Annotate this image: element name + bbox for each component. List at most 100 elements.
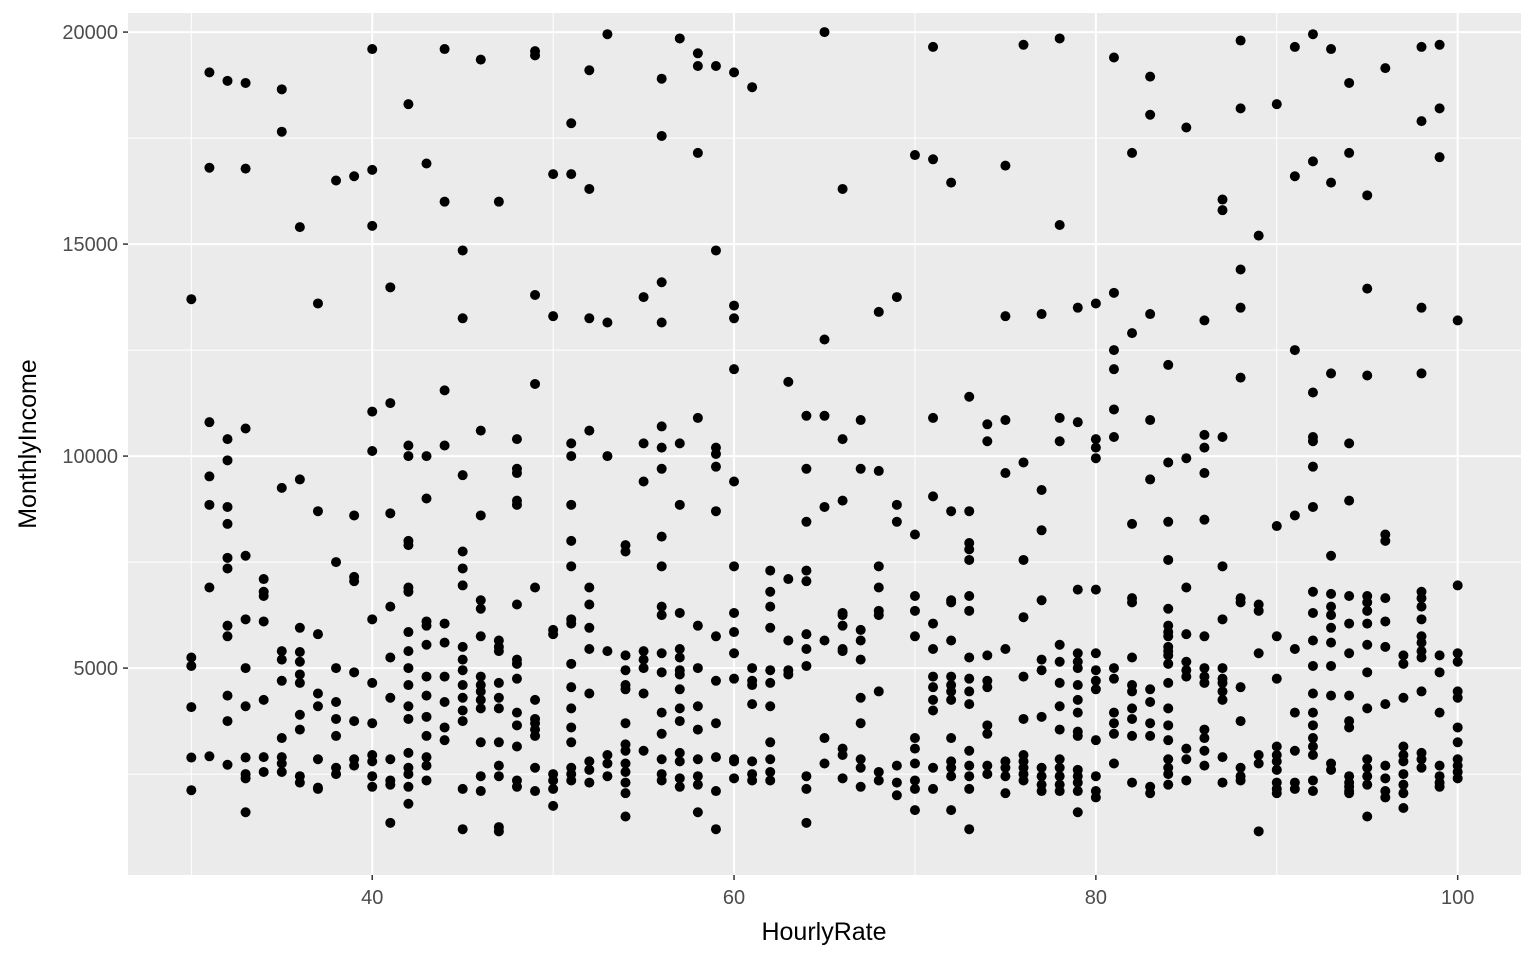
scatter-point <box>1235 775 1246 786</box>
scatter-point <box>1289 510 1300 521</box>
scatter-point <box>1362 667 1373 678</box>
scatter-point <box>1434 103 1445 114</box>
scatter-point <box>1434 667 1445 678</box>
scatter-point <box>294 646 305 657</box>
scatter-point <box>548 783 559 794</box>
scatter-point <box>1307 720 1318 731</box>
scatter-point <box>891 777 902 788</box>
scatter-point <box>1362 771 1373 782</box>
scatter-point <box>891 516 902 527</box>
scatter-point <box>909 783 920 794</box>
scatter-point <box>548 800 559 811</box>
scatter-point <box>1018 775 1029 786</box>
scatter-point <box>855 624 866 635</box>
scatter-point <box>331 663 342 674</box>
scatter-point <box>692 701 703 712</box>
scatter-point <box>421 760 432 771</box>
scatter-point <box>566 703 577 714</box>
scatter-point <box>1271 631 1282 642</box>
scatter-point <box>294 677 305 688</box>
scatter-point <box>1271 764 1282 775</box>
scatter-point <box>783 574 794 585</box>
scatter-point <box>909 605 920 616</box>
scatter-point <box>222 552 233 563</box>
scatter-point <box>276 766 287 777</box>
scatter-point <box>602 771 613 782</box>
scatter-point <box>801 516 812 527</box>
scatter-point <box>331 730 342 741</box>
scatter-point <box>801 410 812 421</box>
scatter-point <box>638 654 649 665</box>
scatter-point <box>819 733 830 744</box>
scatter-point <box>1289 644 1300 655</box>
scatter-point <box>620 777 631 788</box>
scatter-point <box>1307 786 1318 797</box>
scatter-point <box>692 620 703 631</box>
scatter-point <box>421 730 432 741</box>
scatter-point <box>783 635 794 646</box>
scatter-point <box>475 425 486 436</box>
scatter-point <box>674 669 685 680</box>
scatter-point <box>276 84 287 95</box>
scatter-point <box>1235 264 1246 275</box>
scatter-point <box>964 745 975 756</box>
scatter-point <box>1036 711 1047 722</box>
scatter-point <box>439 735 450 746</box>
scatter-point <box>765 775 776 786</box>
scatter-point <box>403 769 414 780</box>
scatter-point <box>710 786 721 797</box>
scatter-point <box>1018 671 1029 682</box>
scatter-point <box>222 690 233 701</box>
scatter-point <box>837 434 848 445</box>
scatter-point <box>692 807 703 818</box>
scatter-point <box>421 711 432 722</box>
scatter-point <box>1090 434 1101 445</box>
scatter-point <box>964 699 975 710</box>
scatter-point <box>964 686 975 697</box>
scatter-point <box>1326 690 1337 701</box>
scatter-point <box>1018 457 1029 468</box>
scatter-point <box>692 779 703 790</box>
scatter-point <box>1036 485 1047 496</box>
scatter-point <box>873 582 884 593</box>
scatter-point <box>530 762 541 773</box>
scatter-point <box>1108 707 1119 718</box>
scatter-point <box>493 760 504 771</box>
scatter-point <box>1127 713 1138 724</box>
scatter-point <box>1054 754 1065 765</box>
scatter-point <box>367 406 378 417</box>
scatter-point <box>240 752 251 763</box>
scatter-point <box>1235 103 1246 114</box>
scatter-point <box>765 622 776 633</box>
scatter-point <box>674 716 685 727</box>
scatter-point <box>493 692 504 703</box>
scatter-point <box>186 785 197 796</box>
scatter-point <box>566 535 577 546</box>
scatter-point <box>566 737 577 748</box>
scatter-point <box>1380 699 1391 710</box>
scatter-point <box>982 728 993 739</box>
y-axis-title: MonthlyIncome <box>14 359 42 529</box>
scatter-point <box>566 438 577 449</box>
scatter-point <box>964 771 975 782</box>
scatter-point <box>457 546 468 557</box>
scatter-point <box>1344 648 1355 659</box>
scatter-point <box>1072 807 1083 818</box>
scatter-point <box>620 788 631 799</box>
scatter-point <box>566 618 577 629</box>
scatter-point <box>1217 205 1228 216</box>
scatter-point <box>747 775 758 786</box>
scatter-point <box>1217 777 1228 788</box>
scatter-point <box>873 686 884 697</box>
scatter-point <box>1344 618 1355 629</box>
scatter-point <box>204 499 215 510</box>
scatter-point <box>1054 771 1065 782</box>
scatter-point <box>312 298 323 309</box>
scatter-point <box>1127 518 1138 529</box>
scatter-point <box>457 824 468 835</box>
scatter-point <box>1145 415 1156 426</box>
scatter-point <box>1199 315 1210 326</box>
scatter-point <box>964 783 975 794</box>
scatter-point <box>1145 309 1156 320</box>
